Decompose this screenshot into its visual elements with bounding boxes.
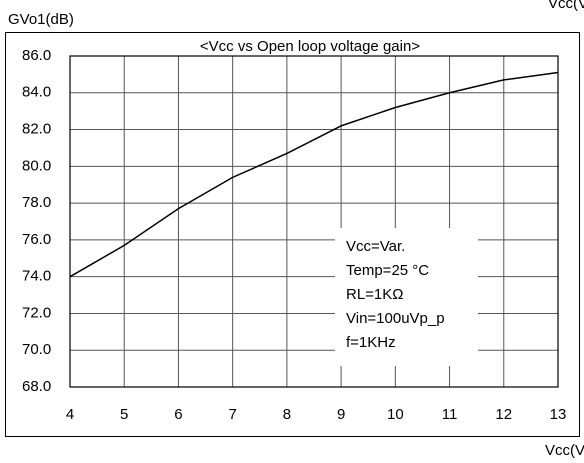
data-line (69, 71, 559, 278)
y-tick-label: 78.0 (22, 194, 51, 211)
x-axis-label-top: Vcc(V) (548, 0, 584, 12)
x-tick-label: 11 (442, 406, 458, 423)
y-tick-label: 80.0 (22, 157, 51, 174)
y-tick-label: 68.0 (22, 378, 51, 395)
chart-title: <Vcc vs Open loop voltage gain> (200, 38, 420, 55)
plot-frame (69, 55, 559, 388)
annotation: Vcc=Var. (346, 238, 405, 255)
y-tick-label: 82.0 (22, 121, 51, 138)
plot (69, 71, 559, 278)
grid (69, 55, 559, 388)
x-tick-label: 6 (174, 406, 182, 423)
x-tick-label: 5 (120, 406, 128, 423)
y-tick-label: 86.0 (22, 47, 51, 64)
y-axis-label: GVo1(dB) (8, 11, 74, 28)
annotation: Vin=100uVp_p (346, 310, 445, 327)
outer-frame (5, 32, 580, 437)
legend-box (335, 228, 478, 366)
x-tick-label: 13 (550, 406, 567, 423)
x-tick-label: 12 (495, 406, 512, 423)
y-tick-label: 84.0 (22, 84, 51, 101)
annotation: f=1KHz (346, 334, 396, 351)
y-tick-label: 76.0 (22, 231, 51, 248)
annotation: RL=1KΩ (346, 286, 404, 303)
x-tick-label: 7 (228, 406, 236, 423)
x-tick-label: 10 (387, 406, 404, 423)
x-axis-label: Vcc(V) (545, 442, 584, 459)
y-tick-label: 72.0 (22, 304, 51, 321)
y-tick-label: 70.0 (22, 341, 51, 358)
x-tick-label: 8 (283, 406, 291, 423)
x-tick-label: 4 (66, 406, 74, 423)
annotation: Temp=25 °C (346, 262, 429, 279)
x-tick-label: 9 (337, 406, 345, 423)
y-tick-label: 74.0 (22, 268, 51, 285)
